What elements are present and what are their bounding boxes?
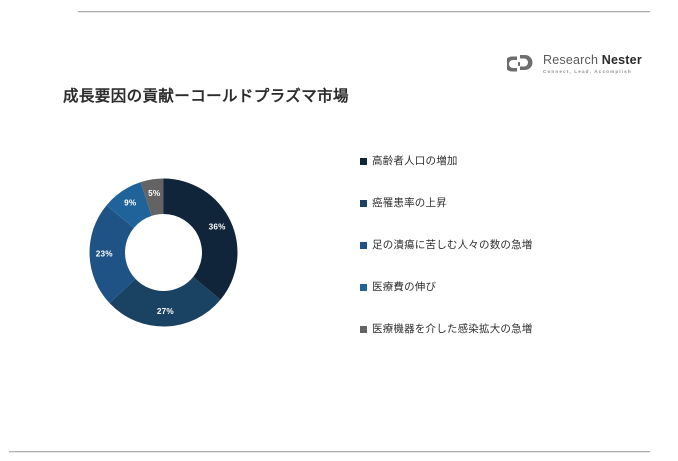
legend-item-2[interactable]: 足の潰瘍に苦しむ人々の数の急増 (360, 239, 640, 281)
donut-slice-2[interactable] (89, 205, 136, 304)
legend-label-3: 医療費の伸び (372, 281, 437, 293)
research-nester-bracket-icon (507, 55, 533, 72)
donut-slice-label-1: 27% (157, 307, 175, 316)
logo-tagline: Connect, Lead, Accomplish (543, 68, 632, 74)
legend-item-0[interactable]: 高齢者人口の増加 (360, 155, 640, 197)
bottom-divider (9, 451, 650, 452)
donut-slice-label-4: 5% (148, 189, 161, 198)
legend-swatch-icon-0 (360, 158, 367, 165)
logo-name-second: Nester (601, 53, 642, 67)
logo-company-name: Research Nester (543, 54, 642, 67)
legend-label-1: 癌罹患率の上昇 (372, 197, 447, 209)
donut-slice-0[interactable] (163, 178, 238, 300)
legend-swatch-icon-3 (360, 284, 367, 291)
legend-swatch-icon-4 (360, 326, 367, 333)
chart-title: 成長要因の貢献ーコールドプラズマ市場 (63, 88, 349, 105)
legend-label-4: 医療機器を介した感染拡大の急増 (372, 323, 533, 335)
legend-label-0: 高齢者人口の増加 (372, 155, 458, 167)
top-divider (78, 11, 650, 12)
donut-slice-label-0: 36% (209, 222, 227, 231)
donut-slice-1[interactable] (109, 277, 221, 327)
chart-legend: 高齢者人口の増加 癌罹患率の上昇 足の潰瘍に苦しむ人々の数の急増 医療費の伸び … (360, 155, 640, 365)
donut-chart-svg: 36% 27% 23% 9% 5% (89, 178, 238, 327)
legend-item-1[interactable]: 癌罹患率の上昇 (360, 197, 640, 239)
research-nester-logo: Research Nester Connect, Lead, Accomplis… (507, 54, 642, 74)
donut-slice-3[interactable] (106, 182, 152, 228)
donut-slice-label-2: 23% (96, 250, 114, 259)
legend-label-2: 足の潰瘍に苦しむ人々の数の急増 (372, 239, 533, 251)
legend-item-4[interactable]: 医療機器を介した感染拡大の急増 (360, 323, 640, 365)
legend-swatch-icon-2 (360, 242, 367, 249)
legend-item-3[interactable]: 医療費の伸び (360, 281, 640, 323)
donut-slice-4[interactable] (140, 178, 164, 216)
donut-slice-label-3: 9% (124, 199, 137, 208)
logo-name-first: Research (543, 53, 602, 67)
donut-chart: 36% 27% 23% 9% 5% (82, 171, 245, 334)
legend-swatch-icon-1 (360, 200, 367, 207)
logo-text-block: Research Nester Connect, Lead, Accomplis… (543, 54, 642, 74)
